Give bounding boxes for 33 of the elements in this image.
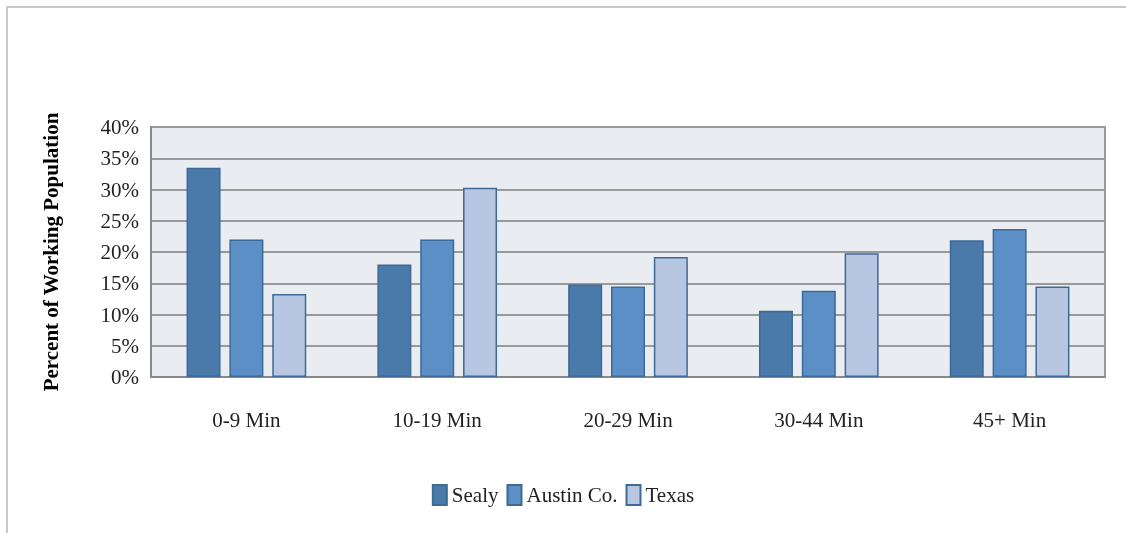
y-tick-label: 15% [100, 271, 139, 296]
bar [844, 253, 879, 377]
bar [1035, 286, 1070, 377]
y-tick-label: 5% [111, 333, 139, 358]
bar [611, 286, 645, 377]
bar [758, 310, 793, 377]
y-tick-label: 35% [100, 146, 139, 171]
x-tick-label: 30-44 Min [774, 407, 864, 432]
legend-label: Austin Co. [526, 483, 618, 507]
x-tick-label: 10-19 Min [392, 407, 483, 432]
y-axis-title: Percent of Working Population [38, 112, 63, 392]
legend-label: Sealy [451, 483, 499, 507]
y-tick-label: 40% [100, 115, 139, 139]
bar [949, 240, 984, 377]
bar [420, 239, 455, 377]
bar [992, 228, 1027, 377]
x-tick-label: 45+ Min [973, 407, 1047, 432]
x-tick-label: 0-9 Min [212, 407, 282, 432]
legend-label: Texas [645, 483, 695, 507]
bar [377, 264, 412, 377]
y-tick-label: 30% [100, 177, 139, 202]
bar [186, 167, 221, 377]
bar [229, 239, 264, 377]
bar [801, 290, 836, 377]
y-tick-label: 25% [100, 208, 139, 233]
y-tick-label: 0% [111, 365, 139, 389]
bar [653, 257, 688, 377]
x-tick-label: 20-29 Min [583, 407, 674, 432]
bar [463, 187, 498, 377]
bar [568, 284, 603, 377]
bar [272, 293, 307, 377]
y-tick-label: 10% [100, 302, 139, 327]
y-tick-label: 20% [100, 240, 139, 264]
